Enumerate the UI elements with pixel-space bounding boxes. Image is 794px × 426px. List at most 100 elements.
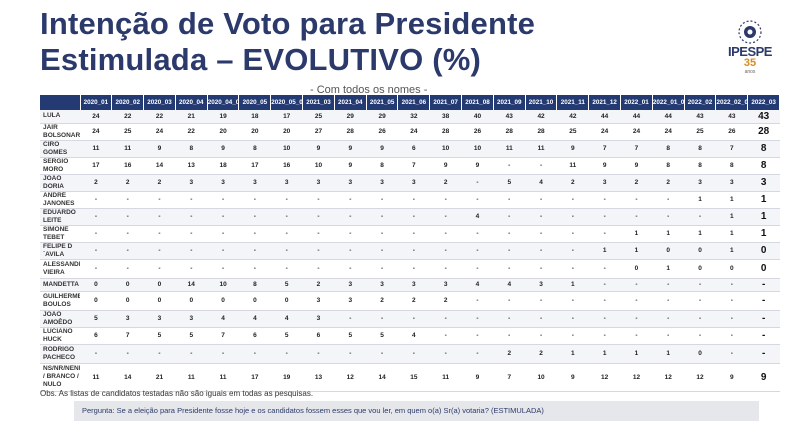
table-cell: - <box>334 242 367 260</box>
table-cell: 3 <box>302 174 335 192</box>
table-cell: - <box>80 208 112 226</box>
table-cell: 0 <box>143 291 176 311</box>
table-cell: 10 <box>270 140 303 158</box>
table-row: MANDETTA 0 0 0 14 10 8 5 2 3 3 3 3 4 4 3 1- - - - - - <box>40 278 780 292</box>
table-cell: - <box>366 208 398 226</box>
table-cell: 0 <box>747 259 780 279</box>
table-cell: 10 <box>461 140 494 158</box>
column-header: 2021_11 <box>556 95 590 110</box>
table-cell: 25 <box>684 123 716 141</box>
table-cell: 7 <box>620 140 653 158</box>
table-cell: - <box>461 225 494 243</box>
table-cell: 7 <box>493 363 526 392</box>
header-corner <box>40 95 81 110</box>
table-cell: - <box>397 208 430 226</box>
table-cell: - <box>238 242 271 260</box>
table-cell: 24 <box>143 123 176 141</box>
table-cell: - <box>620 291 653 311</box>
table-cell: 1 <box>652 259 685 279</box>
table-cell: 4 <box>525 174 557 192</box>
table-cell: 14 <box>143 157 176 175</box>
column-header: 2021_03 <box>302 95 335 110</box>
table-cell: 10 <box>302 157 335 175</box>
table-cell: - <box>493 225 526 243</box>
table-cell: 3 <box>366 174 398 192</box>
table-cell: - <box>429 259 462 279</box>
table-cell: 10 <box>207 278 239 292</box>
table-cell: 1 <box>588 344 621 364</box>
table-cell: 20 <box>238 123 271 141</box>
question-box: Pergunta: Se a eleição para Presidente f… <box>74 401 759 421</box>
table-cell: 44 <box>588 110 621 124</box>
column-header: 2022_02 <box>684 95 717 110</box>
table-cell: - <box>652 278 685 292</box>
table-cell: - <box>525 157 557 175</box>
table-cell: 22 <box>143 110 176 124</box>
table-cell: - <box>397 242 430 260</box>
table-cell: - <box>302 242 335 260</box>
table-cell: - <box>525 310 557 328</box>
table-cell: - <box>525 208 557 226</box>
table-cell: 3 <box>207 174 239 192</box>
table-cell: 20 <box>270 123 303 141</box>
table-cell: - <box>80 242 112 260</box>
table-cell: 11 <box>80 140 112 158</box>
table-cell: 11 <box>111 140 144 158</box>
table-cell: 0 <box>111 291 144 311</box>
table-cell: 5 <box>366 327 398 345</box>
table-cell: - <box>302 191 335 209</box>
table-row: LULA 24 22 22 21 19 18 17 25 29 29 32 38 40 43 42 42 44 44… <box>40 110 780 124</box>
table-cell: - <box>334 208 367 226</box>
table-cell: 17 <box>80 157 112 175</box>
vote-intention-table: 2020_012020_022020_032020_042020_04_0320… <box>40 95 781 392</box>
table-cell: 1 <box>715 225 748 243</box>
table-cell: - <box>334 191 367 209</box>
table-cell: - <box>207 242 239 260</box>
table-cell: - <box>715 327 748 345</box>
table-cell: 14 <box>175 278 208 292</box>
table-cell: - <box>588 310 621 328</box>
table-cell: - <box>525 191 557 209</box>
table-cell: 22 <box>175 123 208 141</box>
table-cell: - <box>747 278 780 292</box>
table-cell: 5 <box>270 278 303 292</box>
table-cell: 1 <box>747 191 780 209</box>
table-cell: - <box>238 191 271 209</box>
table-cell: 6 <box>397 140 430 158</box>
column-header: 2022_01_02 <box>652 95 685 110</box>
table-cell: - <box>143 344 176 364</box>
table-cell: - <box>80 259 112 279</box>
table-cell: 5 <box>143 327 176 345</box>
table-cell: - <box>652 310 685 328</box>
table-cell: 42 <box>556 110 589 124</box>
table-cell: 3 <box>397 174 430 192</box>
table-cell: - <box>620 278 653 292</box>
title-line-1: Intenção de Voto para Presidente <box>40 6 536 41</box>
column-header: 2021_06 <box>397 95 431 110</box>
table-cell: - <box>588 278 621 292</box>
table-cell: - <box>175 191 208 209</box>
table-cell: 0 <box>684 259 716 279</box>
table-cell: - <box>429 225 462 243</box>
candidate-name: FELIPE D´AVILA <box>40 242 80 260</box>
table-cell: - <box>143 242 176 260</box>
table-cell: - <box>715 344 748 364</box>
table-cell: 6 <box>80 327 112 345</box>
table-cell: 43 <box>684 110 716 124</box>
table-cell: 8 <box>652 140 685 158</box>
table-cell: - <box>684 310 716 328</box>
table-cell: - <box>525 242 557 260</box>
table-cell: 9 <box>334 140 367 158</box>
table-cell: - <box>525 259 557 279</box>
table-cell: - <box>588 208 621 226</box>
table-cell: 38 <box>429 110 462 124</box>
table-cell: 3 <box>302 291 335 311</box>
table-cell: 9 <box>715 363 748 392</box>
table-cell: 1 <box>715 208 748 226</box>
column-header: 2021_08 <box>461 95 494 110</box>
table-cell: 1 <box>684 225 716 243</box>
table-cell: 3 <box>334 278 367 292</box>
table-cell: - <box>461 259 494 279</box>
table-cell: 2 <box>620 174 653 192</box>
table-cell: 1 <box>620 225 653 243</box>
